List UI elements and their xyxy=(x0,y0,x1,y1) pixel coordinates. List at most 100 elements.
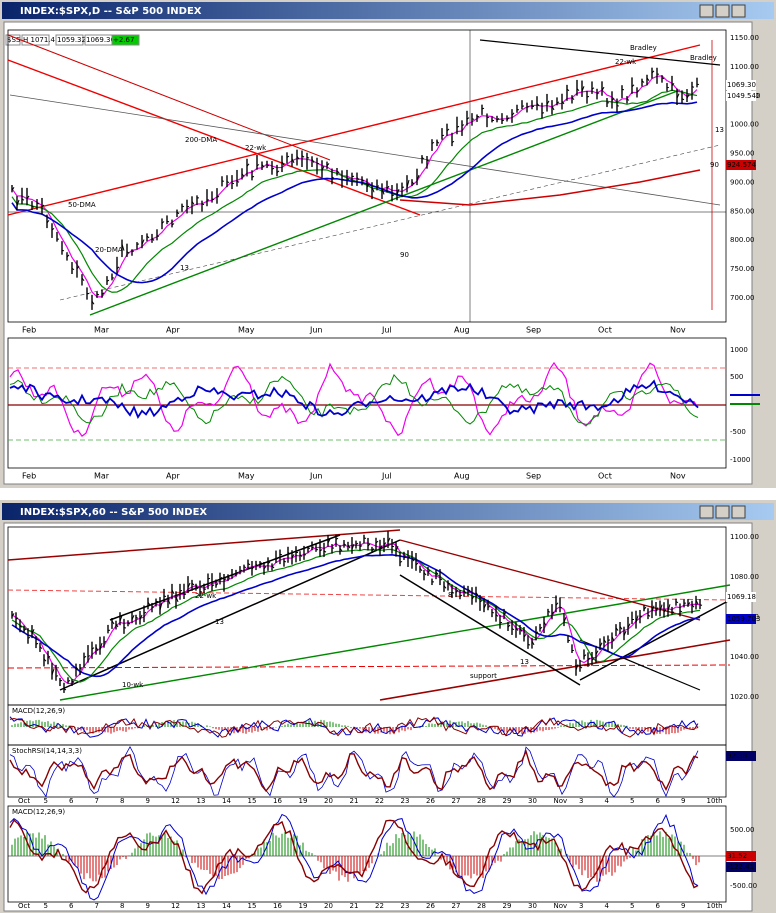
maximize-button[interactable] xyxy=(715,4,730,18)
minimize-button[interactable] xyxy=(699,4,714,18)
price-tick xyxy=(281,161,285,166)
annotation: support xyxy=(470,672,497,680)
price-tick xyxy=(211,198,215,201)
price-tick xyxy=(31,629,35,635)
header-value: +2.67 xyxy=(113,36,134,44)
price-tick xyxy=(271,167,275,170)
price-tick xyxy=(579,666,583,669)
price-tag-label: 31.52 xyxy=(727,852,747,860)
price-tick xyxy=(661,77,665,80)
price-tick xyxy=(276,170,280,174)
price-tag-label: 1059.703 xyxy=(727,615,760,623)
price-tick xyxy=(491,611,495,614)
price-tag-label: 1049.540 xyxy=(727,92,760,100)
close-button[interactable] xyxy=(731,505,746,519)
price-tick xyxy=(171,223,175,226)
price-tick xyxy=(161,221,165,224)
price-tick xyxy=(591,658,595,661)
x-tick-label: Apr xyxy=(166,472,181,481)
price-tick xyxy=(71,680,75,683)
x-tick-label: 12 xyxy=(171,902,180,910)
trend-line xyxy=(579,599,731,681)
price-tick xyxy=(459,594,463,597)
price-tick xyxy=(211,584,215,587)
price-tick xyxy=(619,626,623,630)
price-tick xyxy=(367,543,371,547)
price-tick xyxy=(183,593,187,596)
x-tick-label: 19 xyxy=(299,797,308,805)
price-tick xyxy=(503,612,507,616)
price-tick xyxy=(379,545,383,550)
x-tick-label: Feb xyxy=(22,472,36,481)
price-tick xyxy=(195,585,199,590)
x-tick-label: 29 xyxy=(503,797,512,805)
price-tick xyxy=(256,164,260,167)
price-tick xyxy=(415,562,419,566)
y-tick-label: 750.00 xyxy=(730,265,755,273)
x-tick-label: 21 xyxy=(350,797,359,805)
price-tick xyxy=(395,545,399,552)
price-tick xyxy=(323,550,327,553)
price-tick xyxy=(191,201,195,205)
price-tick xyxy=(483,603,487,609)
price-tick xyxy=(223,578,227,581)
y-tick-label: 700.00 xyxy=(730,294,755,302)
x-tick-label: 5 xyxy=(44,797,48,805)
price-tick xyxy=(679,610,683,613)
y-tick-label: 500 xyxy=(730,373,743,381)
price-tick xyxy=(321,165,325,171)
price-tick xyxy=(126,251,130,254)
price-tick xyxy=(63,688,67,691)
price-tick xyxy=(411,181,415,185)
price-tick xyxy=(526,106,530,108)
minimize-button[interactable] xyxy=(699,505,714,519)
trend-line xyxy=(7,589,731,601)
price-tick xyxy=(699,604,703,606)
x-tick-label: 14 xyxy=(222,797,231,805)
x-tick-label: 3 xyxy=(579,902,583,910)
window-buttons[interactable] xyxy=(699,4,746,519)
header-value: H 1071.48 xyxy=(23,36,59,44)
price-tick xyxy=(91,647,95,650)
price-tick xyxy=(651,70,655,74)
y-tick-label: 500.00 xyxy=(730,826,755,834)
price-tag xyxy=(726,592,756,602)
x-tick-label: Mar xyxy=(94,472,110,481)
price-tick xyxy=(75,666,79,670)
price-tick xyxy=(41,204,45,208)
price-tick xyxy=(246,163,250,167)
price-tick xyxy=(143,611,147,614)
indicator-line xyxy=(9,813,699,901)
x-tick-label: Jul xyxy=(381,472,392,481)
price-tag-label: 1069.30 xyxy=(727,81,756,89)
price-tick xyxy=(587,657,591,661)
x-tick-label: 26 xyxy=(426,902,435,910)
price-tick xyxy=(267,561,271,564)
price-tick xyxy=(343,543,347,546)
x-tick-label: 5 xyxy=(630,797,634,805)
x-tick-label: Oct xyxy=(598,326,612,335)
indicator-line xyxy=(9,819,699,895)
price-tick xyxy=(671,83,675,86)
price-tick xyxy=(106,279,110,282)
price-tick xyxy=(311,546,315,549)
x-tick-label: 8 xyxy=(120,902,124,910)
price-tick xyxy=(451,591,455,594)
price-tick xyxy=(595,650,599,655)
price-tick xyxy=(76,265,80,270)
close-button[interactable] xyxy=(731,4,746,18)
maximize-button[interactable] xyxy=(715,505,730,519)
price-tick xyxy=(261,164,265,168)
price-tick xyxy=(327,538,331,544)
annotation: 22-wk xyxy=(615,58,637,66)
x-tick-label: 30 xyxy=(528,902,537,910)
y-tick-label: 1080.00 xyxy=(730,573,759,581)
price-tag xyxy=(726,91,756,101)
x-tick-label: 6 xyxy=(656,797,661,805)
price-tag xyxy=(726,751,756,761)
price-tick xyxy=(406,179,410,188)
trend-line xyxy=(7,34,331,161)
x-tick-label: Jun xyxy=(309,472,323,481)
price-tick xyxy=(396,188,400,195)
price-tick xyxy=(115,623,119,628)
